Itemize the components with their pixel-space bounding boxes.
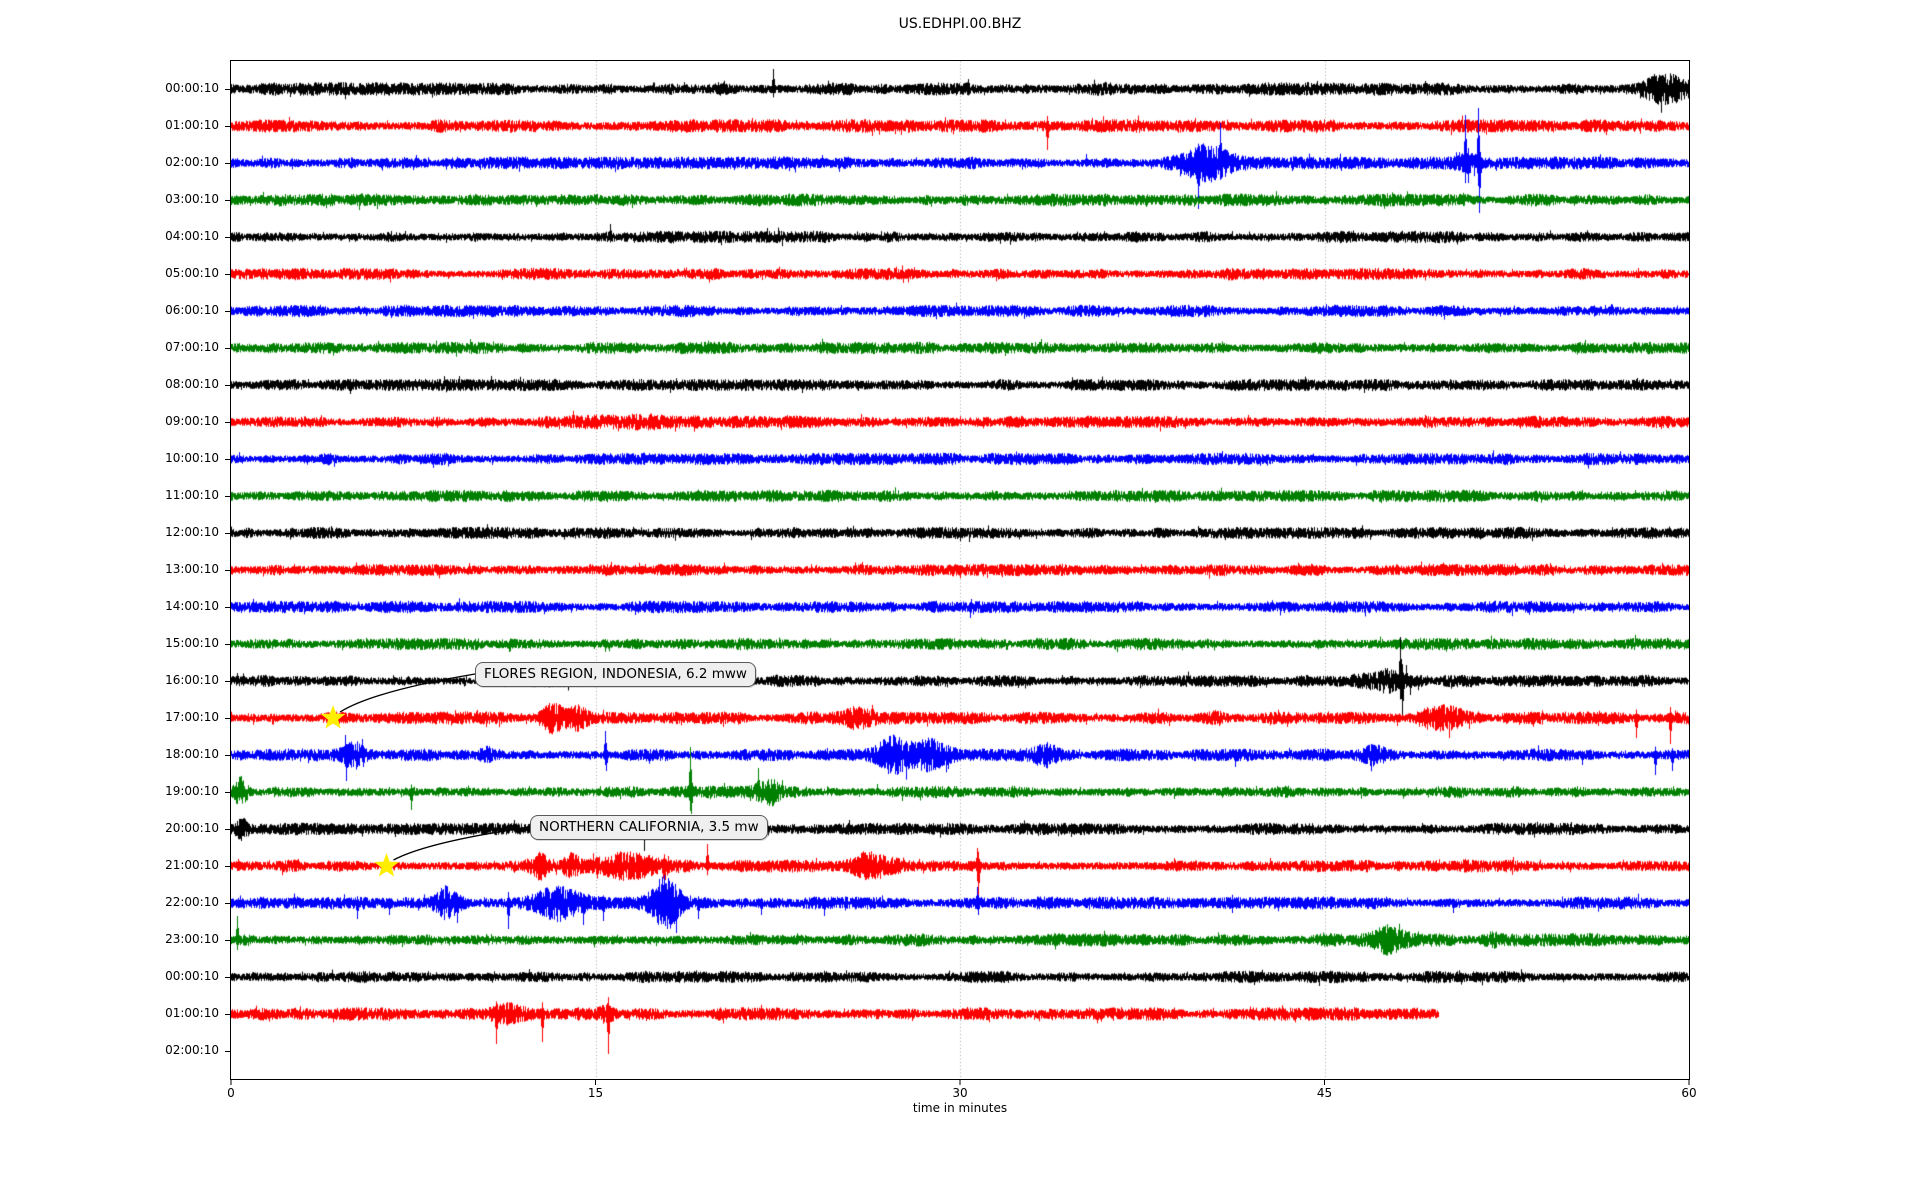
y-tick-label: 05:00:10	[165, 266, 219, 280]
y-tick-label: 00:00:10	[165, 81, 219, 95]
y-tick-label: 09:00:10	[165, 414, 219, 428]
y-tick-label: 19:00:10	[165, 784, 219, 798]
y-tick-label: 08:00:10	[165, 377, 219, 391]
y-tick-label: 21:00:10	[165, 858, 219, 872]
y-tick-label: 15:00:10	[165, 636, 219, 650]
y-tick-label: 00:00:10	[165, 969, 219, 983]
y-tick-label: 01:00:10	[165, 118, 219, 132]
y-tick-label: 18:00:10	[165, 747, 219, 761]
y-tick-label: 06:00:10	[165, 303, 219, 317]
y-tick-label: 02:00:10	[165, 1043, 219, 1057]
y-tick-label: 12:00:10	[165, 525, 219, 539]
x-tick-label: 30	[952, 1086, 968, 1100]
y-tick-label: 07:00:10	[165, 340, 219, 354]
x-tick-label: 15	[587, 1086, 604, 1100]
annotation-flores-region: FLORES REGION, INDONESIA, 6.2 mww	[475, 662, 756, 687]
y-tick-label: 23:00:10	[165, 932, 219, 946]
y-tick-label: 03:00:10	[165, 192, 219, 206]
chart-title: US.EDHPI.00.BHZ	[898, 16, 1022, 32]
y-tick-label: 20:00:10	[165, 821, 219, 835]
y-tick-label: 17:00:10	[165, 710, 219, 724]
x-tick-label: 60	[1681, 1086, 1697, 1100]
seismogram-canvas	[231, 61, 1689, 1079]
x-axis-title: time in minutes	[912, 1101, 1008, 1115]
y-tick-label: 01:00:10	[165, 1006, 219, 1020]
y-tick-label: 11:00:10	[165, 488, 219, 502]
y-tick-label: 13:00:10	[165, 562, 219, 576]
y-tick-label: 04:00:10	[165, 229, 219, 243]
x-tick-label: 45	[1316, 1086, 1333, 1100]
x-tick-label: 0	[227, 1086, 235, 1100]
y-tick-label: 16:00:10	[165, 673, 219, 687]
plot-area	[230, 60, 1690, 1080]
y-tick-label: 02:00:10	[165, 155, 219, 169]
y-tick-label: 10:00:10	[165, 451, 219, 465]
y-tick-label: 22:00:10	[165, 895, 219, 909]
y-tick-label: 14:00:10	[165, 599, 219, 613]
annotation-northern-california: NORTHERN CALIFORNIA, 3.5 mw	[530, 815, 768, 840]
